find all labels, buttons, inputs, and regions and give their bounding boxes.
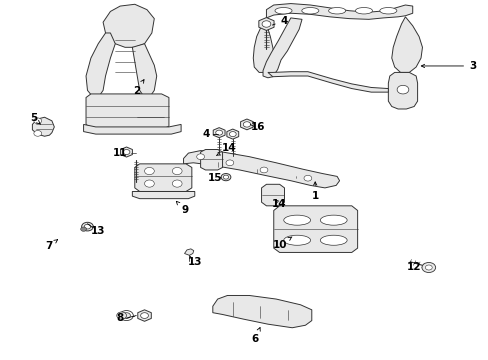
Text: 13: 13: [91, 226, 105, 236]
Circle shape: [196, 154, 204, 159]
Circle shape: [172, 167, 182, 175]
Ellipse shape: [328, 8, 345, 14]
Circle shape: [34, 118, 41, 124]
Circle shape: [304, 175, 311, 181]
Polygon shape: [200, 149, 222, 170]
FancyBboxPatch shape: [137, 108, 163, 125]
Text: 1: 1: [311, 182, 318, 201]
Circle shape: [262, 21, 270, 27]
Polygon shape: [226, 129, 238, 139]
Circle shape: [221, 174, 230, 181]
Ellipse shape: [301, 8, 318, 14]
Circle shape: [122, 313, 130, 319]
Polygon shape: [258, 18, 273, 31]
Circle shape: [84, 224, 90, 229]
Polygon shape: [263, 18, 302, 78]
Polygon shape: [267, 72, 387, 92]
Polygon shape: [261, 184, 284, 206]
FancyBboxPatch shape: [394, 97, 410, 105]
Polygon shape: [86, 94, 168, 130]
Text: 4: 4: [280, 17, 287, 27]
Circle shape: [243, 122, 250, 127]
Text: 5: 5: [30, 113, 40, 124]
Circle shape: [144, 167, 154, 175]
Polygon shape: [103, 4, 154, 47]
Circle shape: [425, 265, 431, 270]
Polygon shape: [240, 119, 253, 130]
Circle shape: [421, 262, 435, 273]
Polygon shape: [212, 296, 311, 328]
Text: 7: 7: [45, 240, 58, 251]
Circle shape: [229, 132, 236, 136]
Polygon shape: [387, 72, 417, 109]
FancyBboxPatch shape: [105, 112, 113, 123]
Text: 8: 8: [116, 313, 123, 323]
Polygon shape: [213, 128, 224, 138]
Circle shape: [120, 311, 133, 320]
Polygon shape: [132, 192, 194, 199]
Text: 13: 13: [187, 257, 202, 267]
Polygon shape: [121, 147, 132, 157]
Ellipse shape: [379, 8, 396, 14]
Circle shape: [34, 131, 41, 136]
FancyBboxPatch shape: [96, 112, 103, 123]
Polygon shape: [138, 310, 151, 321]
Circle shape: [172, 180, 182, 187]
Polygon shape: [253, 18, 274, 72]
Circle shape: [225, 160, 233, 166]
Circle shape: [117, 312, 126, 319]
Polygon shape: [83, 125, 181, 134]
Text: 11: 11: [113, 148, 127, 158]
Text: 14: 14: [216, 143, 236, 156]
Ellipse shape: [355, 8, 372, 14]
Ellipse shape: [283, 235, 310, 245]
Ellipse shape: [320, 215, 346, 225]
Ellipse shape: [320, 235, 346, 245]
Ellipse shape: [274, 8, 291, 14]
Text: 10: 10: [272, 237, 291, 250]
Text: 15: 15: [207, 173, 222, 183]
Circle shape: [123, 149, 130, 154]
Polygon shape: [273, 206, 357, 252]
Circle shape: [223, 175, 228, 179]
Text: 16: 16: [250, 122, 265, 132]
Text: 4: 4: [203, 129, 210, 139]
Circle shape: [260, 167, 267, 173]
Circle shape: [396, 85, 408, 94]
Circle shape: [215, 130, 222, 135]
Polygon shape: [86, 33, 115, 98]
Polygon shape: [183, 150, 339, 188]
FancyBboxPatch shape: [115, 112, 122, 123]
Text: 2: 2: [132, 80, 144, 96]
Circle shape: [144, 180, 154, 187]
Polygon shape: [391, 17, 422, 72]
Text: 12: 12: [406, 262, 421, 272]
Polygon shape: [135, 164, 191, 192]
Polygon shape: [32, 117, 54, 136]
Text: 14: 14: [272, 199, 286, 210]
Text: 3: 3: [421, 61, 475, 71]
Polygon shape: [184, 249, 193, 255]
Ellipse shape: [283, 215, 310, 225]
Circle shape: [81, 227, 86, 231]
Text: 6: 6: [251, 328, 260, 343]
Polygon shape: [266, 4, 412, 19]
Circle shape: [141, 313, 148, 319]
Text: 9: 9: [176, 201, 188, 216]
Polygon shape: [132, 44, 157, 98]
Circle shape: [81, 222, 93, 231]
